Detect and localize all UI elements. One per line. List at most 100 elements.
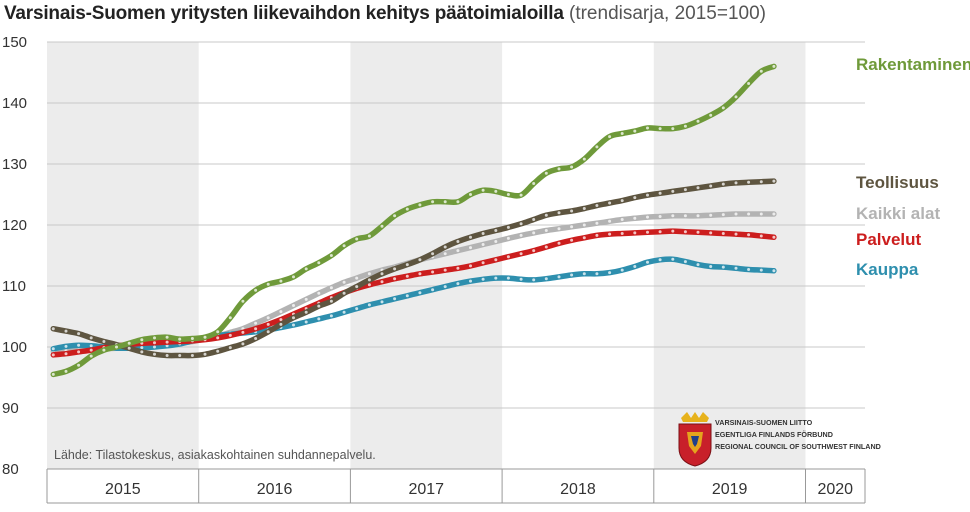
- data-point: [544, 277, 548, 281]
- data-point: [696, 119, 700, 123]
- data-point: [266, 322, 270, 326]
- data-point: [646, 193, 649, 197]
- data-point: [608, 135, 612, 139]
- data-point: [747, 212, 751, 216]
- chart-title: Varsinais-Suomen yritysten liikevaihdon …: [4, 3, 564, 24]
- data-point: [481, 243, 485, 246]
- data-point: [519, 252, 523, 256]
- data-point: [494, 229, 498, 232]
- year-bands: [47, 42, 806, 469]
- data-point: [127, 341, 131, 345]
- series-line-rakentaminen: [50, 63, 777, 378]
- data-point: [570, 165, 574, 169]
- data-point: [355, 276, 359, 280]
- data-point: [304, 297, 308, 301]
- data-point: [747, 180, 751, 184]
- data-point: [721, 265, 725, 269]
- data-point: [292, 323, 295, 327]
- data-point: [342, 244, 346, 248]
- data-point: [203, 352, 207, 356]
- data-point: [380, 272, 384, 276]
- x-tick-label-2019: 2019: [712, 481, 748, 498]
- data-point: [595, 145, 599, 149]
- coat-of-arms-icon: [678, 412, 712, 467]
- series-lines: [50, 63, 777, 378]
- data-point: [178, 337, 182, 341]
- series-label-kauppa: Kauppa: [856, 260, 919, 279]
- data-point: [506, 276, 510, 280]
- data-point: [671, 214, 675, 218]
- data-point: [696, 186, 700, 190]
- data-point: [443, 285, 447, 289]
- data-point: [367, 303, 371, 307]
- data-point: [266, 330, 270, 334]
- data-point: [734, 232, 738, 236]
- y-tick-label: 100: [2, 339, 27, 356]
- data-point: [709, 184, 713, 188]
- x-tick-label-2020: 2020: [817, 481, 853, 498]
- data-point: [51, 353, 55, 357]
- data-point: [532, 249, 536, 253]
- series-label-teollisuus: Teollisuus: [856, 173, 939, 192]
- data-point: [51, 327, 55, 331]
- data-point: [431, 270, 435, 274]
- data-point: [431, 288, 435, 292]
- data-point: [393, 267, 397, 271]
- data-point: [165, 354, 169, 357]
- data-point: [469, 246, 472, 250]
- data-point: [77, 332, 81, 336]
- y-tick-label: 90: [2, 400, 19, 417]
- data-point: [190, 337, 194, 340]
- data-point: [709, 231, 713, 235]
- data-point: [405, 207, 409, 211]
- data-point: [734, 95, 738, 99]
- data-point: [431, 252, 435, 256]
- data-point: [380, 280, 384, 284]
- data-point: [355, 237, 359, 241]
- data-point: [734, 212, 738, 216]
- data-point: [216, 336, 220, 340]
- data-point: [469, 264, 472, 268]
- data-point: [658, 127, 662, 131]
- data-point: [671, 189, 675, 193]
- data-point: [456, 282, 460, 286]
- data-point: [469, 193, 472, 196]
- data-point: [304, 310, 308, 314]
- data-point: [254, 337, 258, 340]
- data-point: [570, 209, 574, 213]
- y-tick-label: 130: [2, 156, 27, 173]
- data-point: [329, 286, 333, 290]
- data-point: [532, 231, 536, 235]
- data-point: [153, 352, 156, 356]
- data-point: [279, 322, 283, 326]
- data-point: [51, 347, 55, 351]
- data-point: [671, 229, 675, 233]
- data-point: [721, 213, 725, 217]
- data-point: [140, 346, 144, 350]
- data-point: [582, 272, 586, 276]
- x-axis: 2015 2016 2017 2018 2019 2020: [46, 468, 866, 504]
- data-point: [658, 215, 662, 218]
- data-point: [620, 232, 624, 235]
- data-point: [683, 188, 687, 192]
- data-point: [367, 283, 371, 287]
- y-tick-label: 140: [2, 95, 27, 112]
- data-point: [557, 275, 561, 279]
- data-point: [620, 132, 624, 135]
- y-tick-label: 120: [2, 217, 27, 234]
- data-point: [481, 277, 485, 281]
- data-point: [570, 273, 574, 277]
- data-point: [532, 218, 536, 221]
- data-point: [721, 232, 725, 235]
- data-point: [721, 182, 725, 186]
- data-point: [418, 272, 422, 276]
- data-point: [633, 129, 637, 133]
- data-point: [570, 225, 574, 229]
- y-tick-label: 110: [2, 278, 26, 295]
- data-point: [633, 265, 637, 268]
- data-point: [153, 345, 156, 349]
- data-point: [696, 230, 700, 234]
- data-point: [254, 321, 258, 325]
- data-point: [153, 341, 156, 345]
- data-point: [418, 258, 422, 262]
